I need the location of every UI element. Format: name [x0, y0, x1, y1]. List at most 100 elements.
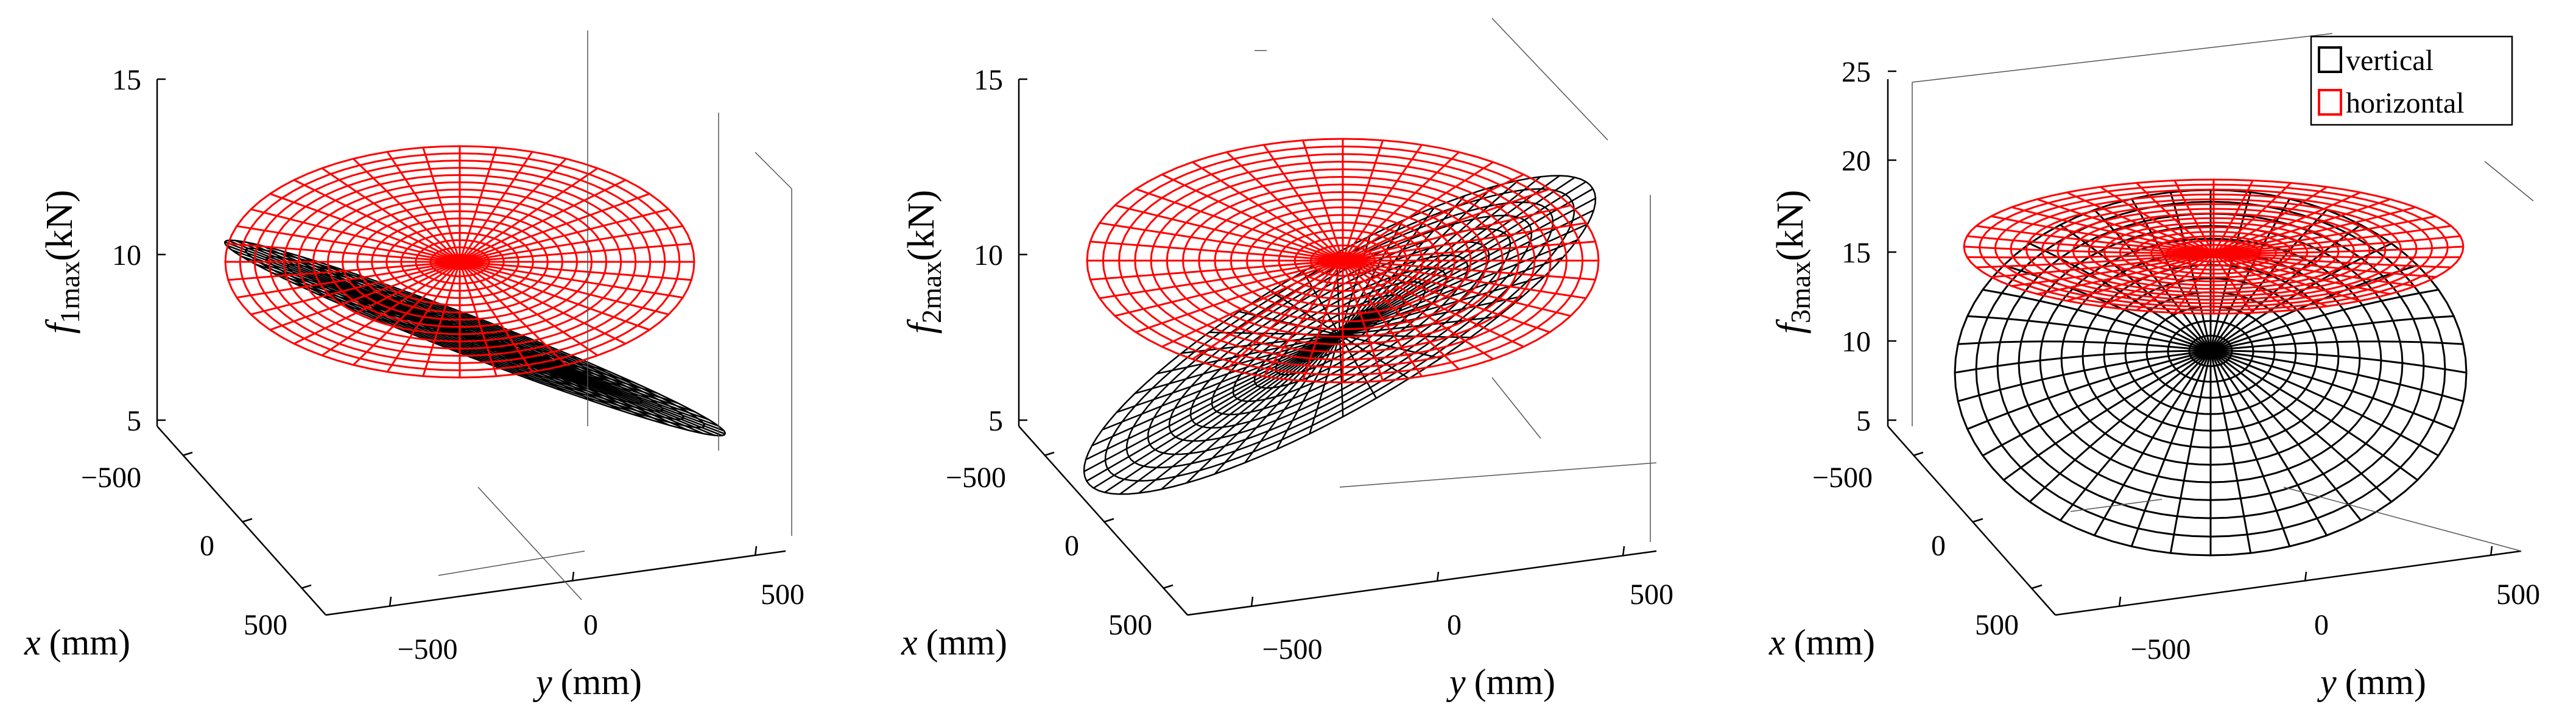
panel-3-series-horizontal-spoke [2213, 215, 2437, 255]
panel-3-series-horizontal-spoke [2100, 186, 2214, 255]
panel-1-x-tick [182, 451, 193, 457]
panel-1-series-horizontal-spoke [459, 261, 683, 299]
panel-3-series-horizontal-spoke [1963, 245, 2214, 255]
panel-3-series-vertical-spoke [2059, 350, 2212, 521]
panel-2-series-vertical [1083, 175, 1597, 495]
panel-3-y-label-unit: (mm) [2345, 662, 2426, 702]
panel-3-x-tick [1972, 518, 1983, 523]
panel-3-series-horizontal-spoke [2066, 252, 2214, 302]
panel-2-series-horizontal-spoke [1342, 222, 1586, 262]
panel-1-series-horizontal-spoke [459, 261, 567, 366]
panel-3-series-horizontal [1963, 178, 2465, 315]
panel-3-back-line [2070, 499, 2163, 512]
panel-3-series-vertical-spoke [1954, 350, 2211, 374]
panel-2-series-horizontal-spoke [1342, 241, 1596, 262]
panel-2-x-tick-labels: −500 0 500 [946, 462, 1152, 641]
panel-2-series-horizontal-spoke [1342, 259, 1494, 360]
panel-2-series-horizontal-spoke [1342, 174, 1524, 262]
panel-3-series-vertical-spoke [2210, 350, 2454, 431]
panel-3-series-vertical-spoke [2130, 350, 2212, 547]
panel-3-series-vertical-spoke [2210, 340, 2463, 352]
panel-3-z-tick-labels: 25 20 15 10 5 [1842, 56, 1871, 437]
panel-1-y-axis-label: y (mm) [532, 662, 642, 702]
panel-1-z-axis-label: f1max(kN) [39, 190, 85, 334]
panel-3-y-label-var: y [2317, 662, 2337, 702]
legend-swatch-vertical [2318, 46, 2342, 73]
panel-1-surfaces [223, 145, 727, 437]
panel-3-x-tick-label: 500 [1975, 609, 2019, 641]
panel-3-series-vertical-spoke [2209, 350, 2362, 521]
panel-2-x-tick-label: 500 [1108, 609, 1152, 641]
panel-3-series-vertical-spoke [2169, 350, 2212, 554]
panel-3-series-vertical-spoke [2209, 350, 2328, 536]
panel-3-series-vertical-spoke [1982, 289, 2211, 352]
panel-1-series-horizontal-spoke [353, 158, 461, 263]
panel-3-series-horizontal-spoke [2136, 252, 2214, 311]
panel-3-z-tick-label: 25 [1842, 56, 1871, 88]
panel-3-z-label-unit: (kN) [1770, 190, 1811, 261]
panel-2-series-horizontal-spoke [1090, 241, 1343, 262]
panel-1-series-horizontal-spoke [353, 261, 461, 366]
panel-3-series-horizontal-spoke [2213, 225, 2452, 255]
panel-1-y-tick [571, 571, 575, 582]
panel-2-series-horizontal-spoke [1342, 259, 1586, 300]
panel-2-series-horizontal-spoke [1342, 260, 1423, 378]
panel-1-series-horizontal-spoke [422, 147, 461, 262]
panel-3-series-vertical-spoke [2209, 350, 2252, 554]
panel-1-series-vertical-spoke [474, 337, 595, 402]
panel-1-axes [156, 30, 792, 616]
panel-3-series-horizontal-spoke [2213, 186, 2328, 255]
panel-3-series-horizontal-spoke [1976, 225, 2214, 255]
panel-2-axes [1018, 18, 1657, 616]
panel-2-series-vertical-spoke [1085, 334, 1340, 461]
panel-1-x-tick [301, 584, 312, 589]
panel-2-y-label-var: y [1446, 662, 1466, 702]
panel-3-series-horizontal-spoke [2213, 252, 2361, 302]
panel-2-series-vertical-spoke [1138, 334, 1340, 494]
panel-2-series-vertical-spoke [1339, 177, 1575, 336]
panel-2-x-tick [1044, 451, 1055, 457]
panel-1-series-vertical-spoke [474, 319, 483, 339]
panel-2-series-vertical-spoke [1116, 334, 1340, 413]
panel-3-series-vertical-spoke [2209, 350, 2291, 547]
panel-1-x-label-var: x [24, 622, 41, 662]
panel-2-z-tick-label: 15 [974, 64, 1003, 96]
panel-2-series-vertical-spoke [1135, 334, 1340, 395]
panel-2-series-vertical-spoke [1339, 181, 1586, 336]
panel-1-series-horizontal-spoke [459, 261, 692, 281]
panel-3-series-vertical-spoke [1958, 340, 2211, 352]
panel-2-y-tick [1622, 546, 1625, 557]
panel-2-y-label-unit: (mm) [1474, 662, 1555, 702]
panel-1-series-horizontal-spoke [422, 261, 461, 377]
panel-1-series-horizontal-spoke [459, 261, 533, 373]
panel-2-y-tick-label: 500 [1630, 578, 1673, 611]
panel-2-x-label-unit: (mm) [926, 622, 1007, 662]
panel-3-series-vertical-spoke [2210, 350, 2467, 374]
panel-2-back-line [1491, 18, 1608, 141]
panel-2-series-horizontal-spoke [1342, 144, 1423, 261]
panel-1-z-tick-label: 10 [112, 239, 141, 272]
panel-3-series-vertical-spoke [1957, 350, 2211, 402]
panel-2-series-vertical-spoke [1093, 334, 1340, 489]
panel-2-series-vertical-spoke [1339, 209, 1594, 336]
panel-1-series-horizontal-spoke [459, 167, 599, 263]
panel-2-series-horizontal-spoke [1342, 259, 1460, 370]
panel-3-x-tick-label: 0 [1931, 530, 1946, 562]
panel-3-series-vertical-spoke [2209, 224, 2362, 352]
panel-3-series-horizontal-spoke [2011, 252, 2214, 287]
panel-3-series-horizontal-spoke [2173, 253, 2215, 314]
panel-1-series-horizontal-spoke [459, 261, 669, 315]
panel-3-back-line [1912, 33, 2333, 83]
panel-3-series-vertical-spoke [1967, 315, 2211, 352]
panel-2-x-tick-label: 0 [1065, 530, 1079, 562]
panel-3-series-horizontal-spoke [2173, 180, 2215, 254]
panel-1-series-horizontal-spoke [236, 225, 460, 263]
panel-3-series-horizontal-spoke [1976, 252, 2214, 269]
panel-1-y-tick [754, 546, 758, 557]
panel-1-y-tick-label: 0 [583, 609, 598, 641]
panel-3-surfaces [1954, 178, 2468, 557]
panel-1-series-horizontal-spoke [459, 208, 669, 263]
panel-2-series-horizontal-spoke [1262, 144, 1344, 261]
panel-3-series-horizontal-spoke [2212, 180, 2254, 254]
panel-2-series-horizontal-spoke [1161, 259, 1343, 348]
